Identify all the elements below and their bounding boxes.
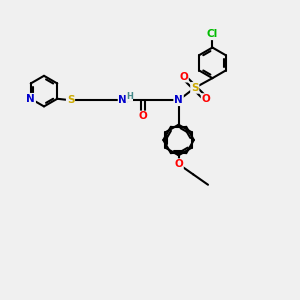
Text: O: O: [139, 111, 148, 122]
Text: O: O: [179, 72, 188, 82]
Text: N: N: [174, 95, 183, 105]
Text: N: N: [26, 94, 35, 104]
Text: N: N: [118, 95, 127, 105]
Text: S: S: [191, 83, 199, 93]
Text: O: O: [202, 94, 210, 104]
Text: Cl: Cl: [207, 29, 218, 39]
Text: O: O: [174, 159, 183, 169]
Text: H: H: [121, 96, 128, 105]
Text: S: S: [67, 95, 74, 105]
Text: H: H: [126, 92, 133, 101]
